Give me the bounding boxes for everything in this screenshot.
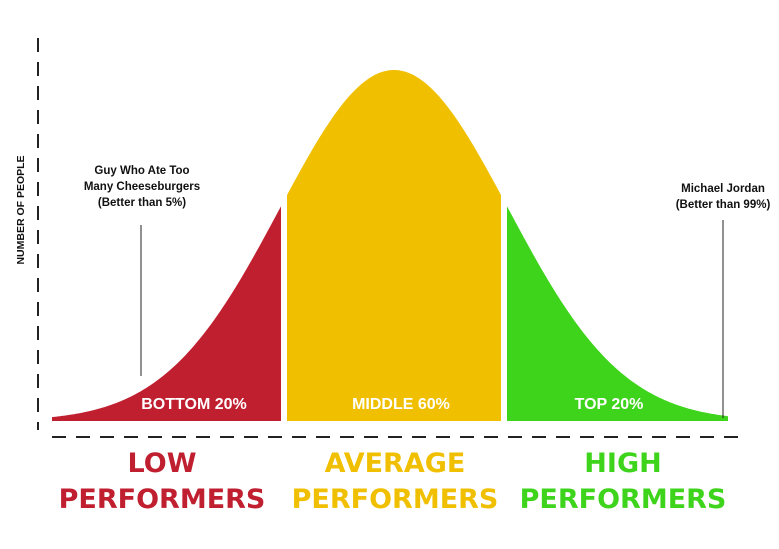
segment-labels: BOTTOM 20% MIDDLE 60% TOP 20% bbox=[141, 396, 643, 413]
annotation-cheeseburgers-line-3: (Better than 5%) bbox=[98, 197, 186, 209]
segment-label-high: TOP 20% bbox=[575, 396, 644, 413]
annotation-cheeseburgers-line-2: Many Cheeseburgers bbox=[84, 181, 200, 193]
category-high-line-1: HIGH bbox=[584, 448, 661, 479]
category-high-line-2: PERFORMERS bbox=[520, 484, 727, 515]
curve-areas bbox=[52, 70, 728, 421]
area-low-performers bbox=[52, 206, 281, 421]
segment-label-low: BOTTOM 20% bbox=[141, 396, 247, 413]
y-axis-label: NUMBER OF PEOPLE bbox=[15, 155, 27, 264]
axes bbox=[37, 38, 745, 438]
annotations: Guy Who Ate Too Many Cheeseburgers (Bett… bbox=[84, 165, 771, 418]
category-low-line-2: PERFORMERS bbox=[59, 484, 266, 515]
category-average-line-1: AVERAGE bbox=[325, 448, 466, 479]
annotation-jordan-line-1: Michael Jordan bbox=[681, 183, 765, 195]
annotation-cheeseburgers-line-1: Guy Who Ate Too bbox=[94, 165, 189, 177]
area-high-performers bbox=[507, 206, 728, 421]
segment-label-average: MIDDLE 60% bbox=[352, 396, 450, 413]
area-average-performers bbox=[287, 70, 501, 421]
category-average-line-2: PERFORMERS bbox=[292, 484, 499, 515]
category-labels: LOW PERFORMERS AVERAGE PERFORMERS HIGH P… bbox=[59, 448, 727, 515]
category-low-line-1: LOW bbox=[128, 448, 197, 479]
annotation-jordan-line-2: (Better than 99%) bbox=[676, 199, 771, 211]
